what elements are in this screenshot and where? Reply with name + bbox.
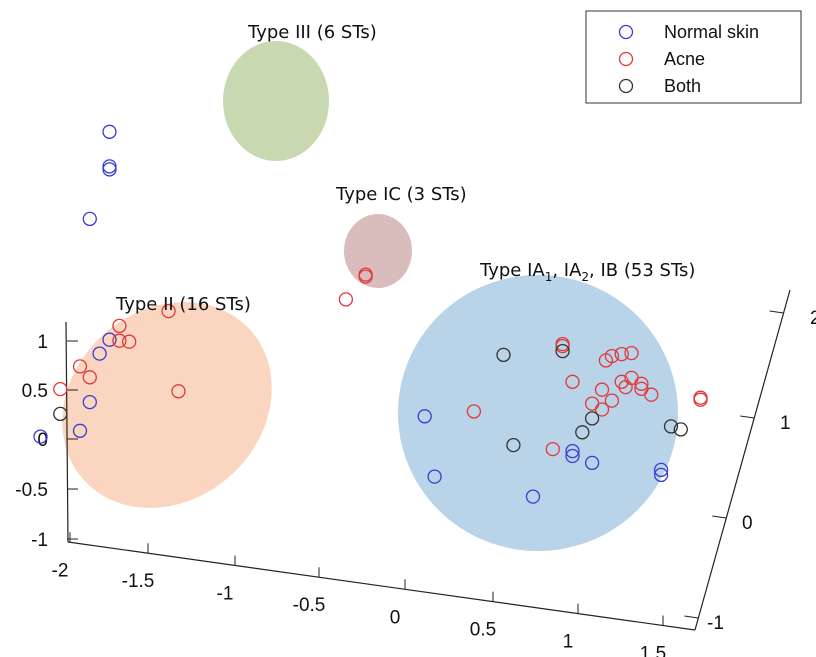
point-normal <box>82 211 97 227</box>
point-acne <box>644 387 659 402</box>
point-acne <box>122 334 137 349</box>
point-normal <box>653 467 669 483</box>
depth-tick-mark <box>769 310 784 314</box>
point-acne <box>466 404 482 419</box>
point-acne <box>82 370 97 385</box>
point-acne <box>53 381 68 397</box>
depth-tick-mark <box>712 515 727 519</box>
legend-label-both: Both <box>664 76 701 96</box>
point-both <box>555 343 570 359</box>
point-acne <box>161 303 176 319</box>
tick-marks: -1 -0.5 0 0.5 1 -2 -1.5 -1 -0.5 0 0.5 1 1.5 -1 0 1 2 <box>15 308 816 657</box>
point-normal <box>33 429 48 444</box>
x-tick-label: 1 <box>563 632 574 653</box>
point-both <box>663 419 679 434</box>
point-acne <box>112 318 127 334</box>
legend-label-acne: Acne <box>664 49 705 69</box>
point-both <box>575 425 590 440</box>
cluster-label-typeIC: Type IC (3 STs) <box>335 184 467 205</box>
depth-axis-line <box>694 289 791 631</box>
axes <box>65 289 791 631</box>
point-normal <box>82 394 97 410</box>
point-acne <box>693 390 708 405</box>
y-tick-label: 0 <box>37 430 48 451</box>
point-acne <box>338 292 354 307</box>
legend: Normal skin Acne Both <box>585 10 802 104</box>
x-tick-label: -0.5 <box>293 595 326 616</box>
point-acne <box>555 336 570 352</box>
x-axis-line <box>67 541 696 631</box>
cluster-label-part: , IA <box>552 260 582 281</box>
point-both <box>584 411 600 426</box>
point-both <box>496 347 511 363</box>
point-normal <box>102 159 117 174</box>
y-tick-label: -1 <box>31 530 48 551</box>
depth-tick-label: 2 <box>810 308 816 329</box>
point-acne <box>72 359 88 374</box>
point-acne <box>634 376 649 391</box>
cluster-label-type2: Type II (16 STs) <box>115 294 251 315</box>
legend-marker-acne <box>618 51 634 67</box>
point-normal <box>102 162 117 177</box>
cluster-type3-ellipse <box>223 41 329 161</box>
point-normal <box>584 455 600 471</box>
point-normal <box>417 409 432 424</box>
point-acne <box>594 402 610 417</box>
point-normal <box>102 332 117 347</box>
y-axis-line <box>65 321 69 543</box>
x-tick-label: 0.5 <box>470 620 496 641</box>
point-acne <box>594 382 610 397</box>
x-tick-label: 1.5 <box>640 644 666 657</box>
point-acne <box>171 384 186 399</box>
point-normal <box>72 423 88 438</box>
cluster-labels: Type III (6 STs) Type IC (3 STs) Type II (… <box>115 22 695 315</box>
depth-tick-mark <box>740 415 755 419</box>
x-tick-label: 0 <box>390 607 401 628</box>
y-tick-label: 0.5 <box>22 381 48 402</box>
cluster-type2-ellipse <box>62 302 272 508</box>
cluster-label-part: Type IA <box>479 260 545 281</box>
cluster-label-part: 2 <box>581 270 589 284</box>
cluster-label-part: 1 <box>545 270 553 284</box>
y-tick-label: -0.5 <box>15 480 48 501</box>
cluster-type1-ellipse <box>398 275 678 551</box>
depth-tick-label: -1 <box>707 613 724 634</box>
x-tick-label: -1.5 <box>122 571 155 592</box>
point-acne <box>112 333 127 348</box>
point-normal <box>565 448 580 464</box>
point-acne <box>565 374 580 389</box>
point-acne <box>598 353 614 368</box>
point-both <box>673 422 688 437</box>
point-normal <box>653 462 669 478</box>
cluster-label-type3: Type III (6 STs) <box>247 22 377 43</box>
legend-marker-both <box>618 78 634 94</box>
point-normal <box>525 489 541 504</box>
cluster-label-part: , IB (53 STs) <box>589 260 695 281</box>
cluster-ellipses <box>62 41 678 551</box>
cluster-typeIC-ellipse <box>344 214 412 288</box>
depth-tick-label: 1 <box>780 413 791 434</box>
point-acne <box>624 345 639 361</box>
legend-label-normal: Normal skin <box>664 22 759 42</box>
y-tick-label: 1 <box>37 332 48 353</box>
depth-tick-mark <box>684 615 699 619</box>
point-acne <box>358 267 373 282</box>
legend-marker-normal <box>618 24 634 40</box>
x-tick-label: -1 <box>217 583 234 604</box>
x-tick-label: -2 <box>52 560 69 581</box>
data-points <box>33 124 708 504</box>
point-normal <box>92 346 107 361</box>
depth-tick-label: 0 <box>742 513 753 534</box>
point-both <box>506 437 521 453</box>
point-acne <box>604 393 620 408</box>
point-acne <box>545 441 560 457</box>
point-normal <box>565 443 580 459</box>
point-both <box>53 406 68 422</box>
point-normal <box>427 469 442 484</box>
cluster-label-type1: Type IA1, IA2, IB (53 STs) <box>479 260 695 284</box>
point-acne <box>614 346 629 362</box>
point-normal <box>102 124 117 139</box>
